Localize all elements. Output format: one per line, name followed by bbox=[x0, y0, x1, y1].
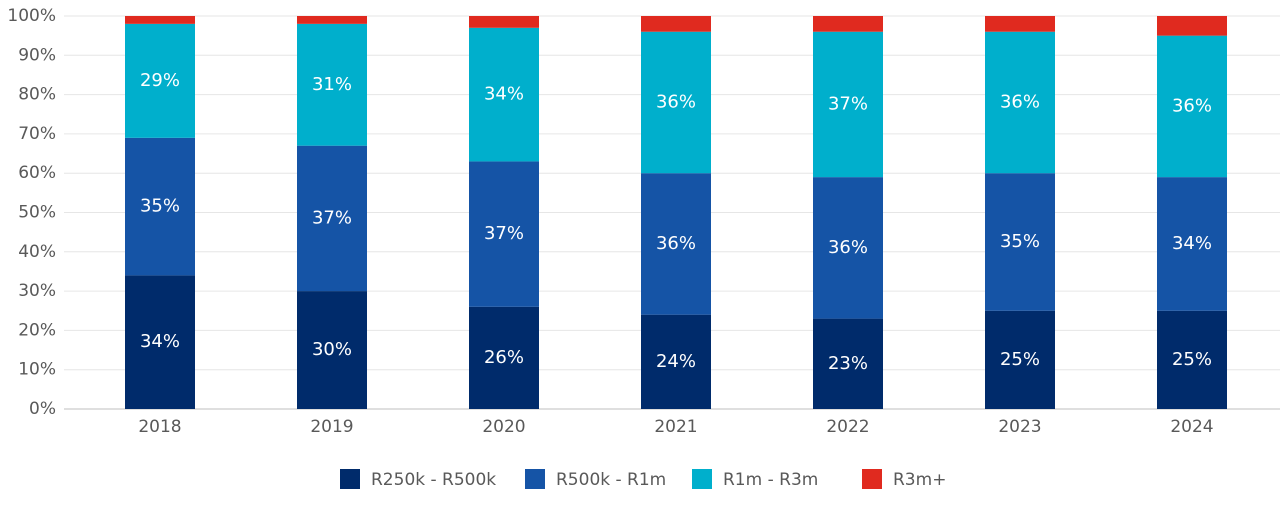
bar-segment bbox=[125, 23, 195, 138]
x-tick-label: 2018 bbox=[138, 417, 181, 437]
data-label: 37% bbox=[312, 207, 352, 228]
y-tick-label: 0% bbox=[29, 399, 56, 419]
y-tick-label: 50% bbox=[18, 203, 56, 223]
bar-segment bbox=[985, 310, 1055, 409]
y-tick-label: 90% bbox=[18, 45, 56, 65]
data-label: 23% bbox=[828, 353, 868, 374]
bar-segment bbox=[469, 27, 539, 162]
y-tick-label: 80% bbox=[18, 85, 56, 105]
bar-segment bbox=[297, 16, 367, 24]
x-tick-label: 2019 bbox=[310, 417, 353, 437]
bar-segment bbox=[641, 173, 711, 315]
y-tick-label: 70% bbox=[18, 124, 56, 144]
legend-label: R250k - R500k bbox=[371, 470, 496, 490]
y-tick-label: 30% bbox=[18, 281, 56, 301]
data-label: 35% bbox=[1000, 231, 1040, 252]
data-label: 37% bbox=[828, 93, 868, 114]
bar-segment bbox=[813, 16, 883, 32]
bar-segment bbox=[1157, 177, 1227, 311]
x-tick-label: 2024 bbox=[1170, 417, 1213, 437]
bar-segment bbox=[469, 161, 539, 307]
x-tick-label: 2023 bbox=[998, 417, 1041, 437]
x-tick-label: 2021 bbox=[654, 417, 697, 437]
y-tick-label: 60% bbox=[18, 163, 56, 183]
bar-segment bbox=[297, 23, 367, 146]
bar-segment bbox=[641, 31, 711, 174]
bar-segment bbox=[469, 16, 539, 28]
bar-segment bbox=[985, 31, 1055, 174]
x-tick-label: 2022 bbox=[826, 417, 869, 437]
bar-segment bbox=[125, 275, 195, 409]
y-tick-label: 20% bbox=[18, 320, 56, 340]
legend-swatch bbox=[692, 469, 712, 489]
data-label: 25% bbox=[1000, 349, 1040, 370]
bar-segment bbox=[813, 318, 883, 409]
legend-swatch bbox=[340, 469, 360, 489]
data-label: 26% bbox=[484, 347, 524, 368]
data-label: 29% bbox=[140, 70, 180, 91]
y-tick-label: 40% bbox=[18, 242, 56, 262]
data-label: 34% bbox=[140, 331, 180, 352]
legend-label: R1m - R3m bbox=[723, 470, 818, 490]
data-label: 30% bbox=[312, 339, 352, 360]
bar-segment bbox=[469, 306, 539, 409]
data-label: 24% bbox=[656, 351, 696, 372]
x-tick-label: 2020 bbox=[482, 417, 525, 437]
bar-segment bbox=[985, 16, 1055, 32]
data-label: 36% bbox=[828, 237, 868, 258]
bar-segment bbox=[125, 137, 195, 276]
data-label: 31% bbox=[312, 74, 352, 95]
data-label: 36% bbox=[656, 233, 696, 254]
bar-segment bbox=[297, 145, 367, 292]
data-label: 25% bbox=[1172, 349, 1212, 370]
data-label: 37% bbox=[484, 223, 524, 244]
bar-segment bbox=[813, 177, 883, 319]
data-label: 36% bbox=[1172, 95, 1212, 116]
data-label: 36% bbox=[1000, 91, 1040, 112]
y-tick-label: 100% bbox=[7, 6, 56, 26]
bar-segment bbox=[1157, 310, 1227, 409]
data-label: 34% bbox=[1172, 233, 1212, 254]
bar-segment bbox=[1157, 16, 1227, 36]
bar-segment bbox=[813, 31, 883, 178]
legend-label: R3m+ bbox=[893, 470, 946, 490]
bar-segment bbox=[297, 291, 367, 409]
legend-label: R500k - R1m bbox=[556, 470, 666, 490]
y-tick-label: 10% bbox=[18, 360, 56, 380]
legend-swatch bbox=[862, 469, 882, 489]
legend-swatch bbox=[525, 469, 545, 489]
bar-segment bbox=[1157, 35, 1227, 178]
data-label: 34% bbox=[484, 84, 524, 105]
data-label: 35% bbox=[140, 196, 180, 217]
data-label: 36% bbox=[656, 91, 696, 112]
bar-segment bbox=[125, 16, 195, 24]
bar-segment bbox=[985, 173, 1055, 311]
bar-segment bbox=[641, 314, 711, 409]
bar-segment bbox=[641, 16, 711, 32]
